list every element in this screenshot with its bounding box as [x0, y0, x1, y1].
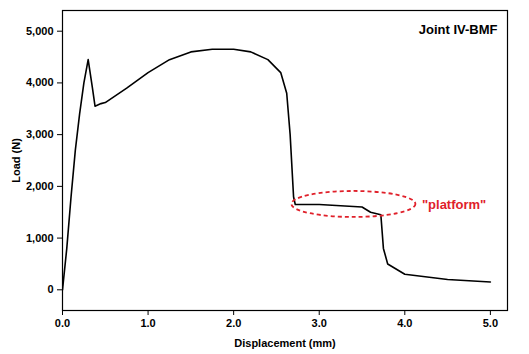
svg-text:4,000: 4,000 — [26, 76, 54, 88]
svg-text:5.0: 5.0 — [483, 317, 498, 329]
svg-text:Displacement (mm): Displacement (mm) — [234, 337, 336, 349]
svg-text:0: 0 — [47, 283, 53, 295]
svg-text:2,000: 2,000 — [26, 180, 54, 192]
svg-text:3.0: 3.0 — [312, 317, 327, 329]
svg-text:4.0: 4.0 — [397, 317, 412, 329]
svg-text:1,000: 1,000 — [26, 232, 54, 244]
svg-text:Load (N): Load (N) — [10, 138, 22, 183]
svg-text:1.0: 1.0 — [140, 317, 155, 329]
svg-text:5,000: 5,000 — [26, 25, 54, 37]
svg-text:3,000: 3,000 — [26, 128, 54, 140]
svg-text:2.0: 2.0 — [226, 317, 241, 329]
svg-text:"platform": "platform" — [422, 197, 486, 212]
svg-text:0.0: 0.0 — [55, 317, 70, 329]
svg-text:Joint IV-BMF: Joint IV-BMF — [419, 22, 498, 37]
